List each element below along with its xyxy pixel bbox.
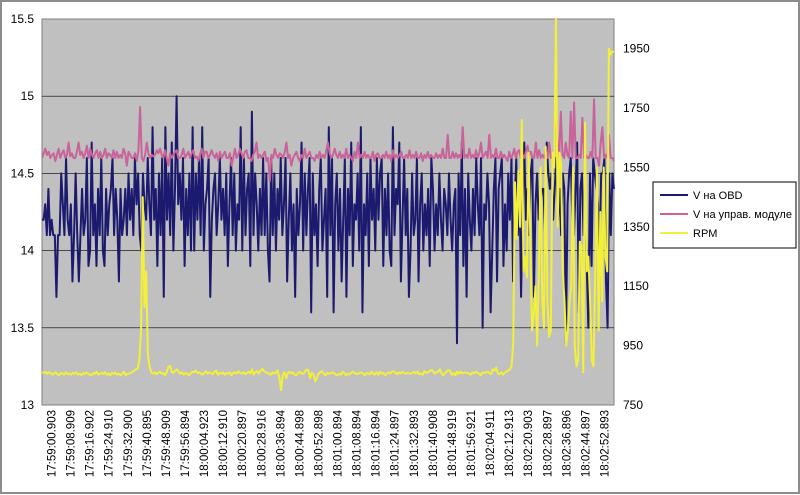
x-axis: 17:59:00.903 17:59:08.909 17:59:16.902 17:5… [47,409,612,477]
x-tick-label: 18:02:12.913 [504,410,516,477]
right-y-tick-label: 1350 [623,220,650,234]
x-tick-label: 17:59:56.894 [180,409,192,477]
x-tick-label: 17:59:08.909 [66,410,78,477]
right-y-axis: 750 950 1150 1350 1550 1750 1950 [623,42,650,412]
left-y-tick-label: 13 [21,398,35,412]
x-tick-label: 17:59:32.900 [123,410,135,477]
legend-label: V на управ. модуле [693,209,792,221]
x-tick-label: 18:00:52.898 [313,410,325,477]
x-tick-label: 17:59:24.910 [104,410,116,477]
x-tick-label: 18:01:32.893 [409,410,421,477]
x-tick-label: 18:02:52.893 [599,410,611,477]
legend-label: RPM [693,228,717,240]
left-y-tick-label: 14.5 [11,166,35,180]
x-tick-label: 18:00:12.910 [218,410,230,477]
series-line-V-на-управ.-модуле [41,96,615,183]
right-y-tick-label: 950 [623,339,643,353]
right-y-tick-label: 1950 [623,42,650,56]
x-tick-label: 18:00:20.897 [237,410,249,477]
x-tick-label: 18:02:04.911 [485,410,497,476]
x-tick-label: 18:01:48.919 [447,410,459,477]
x-tick-label: 17:59:40.895 [142,410,154,477]
x-tick-label: 18:01:16.894 [371,409,383,477]
x-tick-label: 18:02:36.896 [561,410,573,477]
x-tick-label: 18:01:00.894 [333,409,345,477]
right-y-tick-label: 750 [623,398,643,412]
x-tick-label: 18:02:28.897 [542,410,554,477]
x-tick-label: 18:00:44.898 [294,410,306,477]
x-tick-label: 18:00:04.923 [199,410,211,477]
x-tick-label: 18:00:28.916 [256,410,268,477]
x-tick-label: 18:00:36.894 [275,409,287,477]
x-tick-label: 18:01:08.894 [352,409,364,477]
x-tick-label: 18:01:24.897 [390,410,402,477]
x-tick-label: 17:59:48.909 [161,410,173,477]
x-tick-label: 18:02:44.897 [580,410,592,477]
right-y-tick-label: 1550 [623,160,650,174]
legend: V на OBD V на управ. модуле RPM [652,181,797,249]
x-tick-label: 18:01:40.908 [428,410,440,477]
right-y-tick-label: 1150 [623,279,649,293]
left-y-tick-label: 14 [21,244,35,258]
series-lines [41,18,615,392]
left-y-tick-label: 15 [21,89,35,103]
x-tick-label: 18:02:20.903 [523,410,535,477]
left-y-axis: 13 13.5 14 14.5 15 15.5 [11,12,35,412]
x-tick-label: 17:59:16.902 [85,410,97,477]
left-y-tick-label: 15.5 [11,12,35,26]
x-tick-label: 17:59:00.903 [47,410,59,477]
x-tick-label: 18:01:56.921 [466,410,478,477]
right-y-tick-label: 1750 [623,101,650,115]
series-line-RPM [41,18,614,392]
legend-label: V на OBD [693,190,743,202]
left-y-tick-label: 13.5 [11,321,35,335]
